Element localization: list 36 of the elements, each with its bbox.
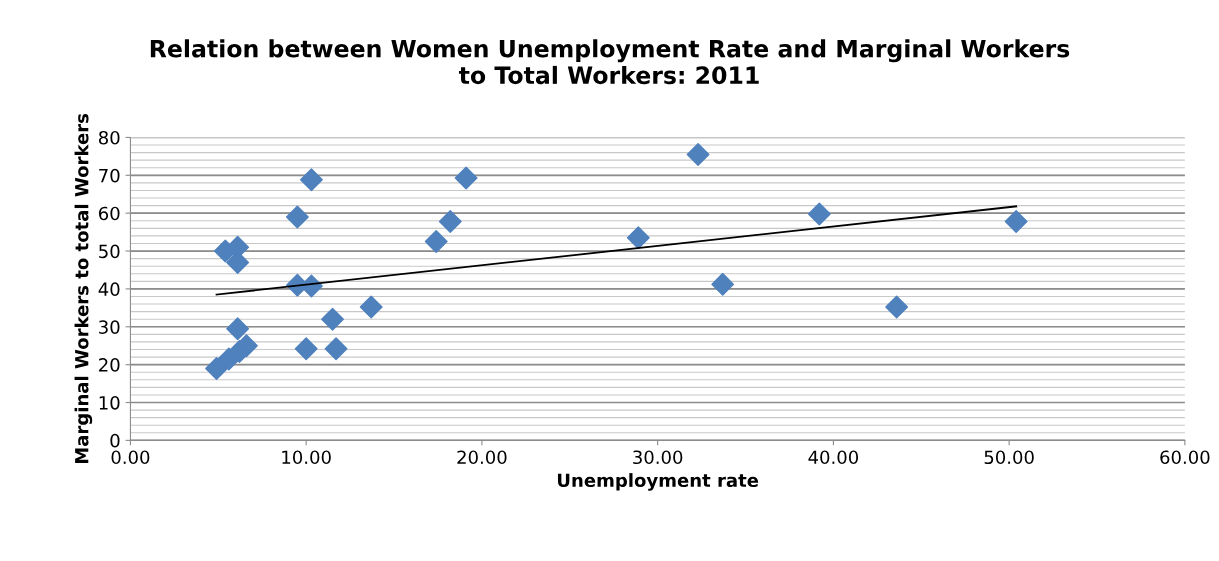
y-tick-label: 0 [110, 433, 120, 448]
point [438, 210, 462, 233]
point [1004, 210, 1028, 233]
point [205, 356, 228, 380]
y-axis-title: Marginal Workers to total Workers [74, 113, 93, 464]
y-tick-label: 60 [99, 206, 120, 221]
point [807, 202, 831, 226]
point [321, 307, 344, 331]
y-tick-label: 30 [99, 320, 120, 334]
point [324, 337, 348, 361]
point [359, 295, 383, 319]
x-tick-label: 60.00 [1160, 450, 1210, 465]
x-axis-title: Unemployment rate [557, 473, 759, 491]
x-tick-label: 20.00 [457, 450, 507, 465]
point [686, 143, 710, 166]
x-tick-label: 30.00 [633, 450, 683, 465]
point [454, 166, 478, 190]
x-tick-label: 10.00 [282, 450, 331, 465]
point [885, 295, 909, 319]
chart-title: Relation between Women Unemployment Rate and Marginal Workers to Total Workers: 2011 [150, 39, 1070, 85]
point [294, 337, 318, 361]
point [226, 317, 250, 341]
point [424, 230, 448, 254]
y-tick-label: 40 [98, 282, 120, 297]
y-tick-label: 20 [99, 358, 120, 372]
point [299, 168, 323, 192]
y-tick-label: 80 [98, 130, 120, 145]
x-tick-label: 40.00 [808, 450, 859, 465]
x-tick-label: 0.00 [111, 450, 150, 465]
y-tick-label: 70 [99, 168, 120, 183]
x-tick-label: 50.00 [984, 450, 1034, 465]
y-tick-label: 10 [99, 395, 120, 410]
point [711, 272, 735, 296]
y-tick-label: 50 [99, 244, 120, 259]
point [285, 205, 309, 229]
point [626, 226, 650, 250]
